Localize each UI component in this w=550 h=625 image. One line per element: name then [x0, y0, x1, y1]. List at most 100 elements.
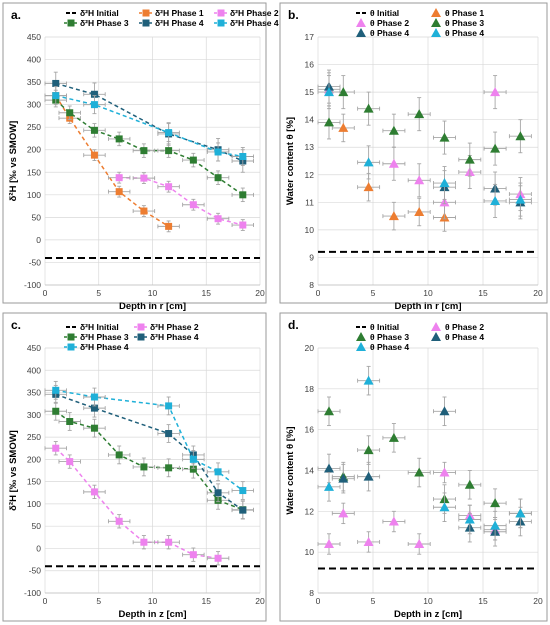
data-point — [363, 375, 374, 385]
data-point — [90, 393, 98, 401]
legend-swatch — [356, 28, 366, 37]
data-point — [388, 125, 399, 135]
legend-label: θ Initial — [370, 322, 399, 332]
y-tick-label: 250 — [27, 122, 41, 132]
x-tick-label: 0 — [43, 288, 48, 298]
data-point — [90, 151, 98, 159]
panel-label: b. — [288, 8, 299, 22]
y-tick-label: 350 — [27, 77, 41, 87]
y-tick-label: 13 — [305, 142, 315, 152]
legend-label: θ Phase 2 — [370, 18, 409, 28]
x-tick-label: 10 — [423, 596, 433, 606]
data-point — [490, 520, 501, 530]
x-tick-label: 15 — [202, 288, 212, 298]
data-point — [324, 117, 334, 127]
legend-entry: θ Phase 4 — [356, 342, 409, 352]
x-tick-label: 10 — [148, 596, 158, 606]
y-tick-label: 8 — [309, 588, 314, 598]
data-point — [115, 188, 123, 196]
y-tick-label: 12 — [305, 170, 315, 180]
data-point — [165, 464, 173, 472]
y-tick-label: 10 — [305, 547, 315, 557]
x-tick-label: 10 — [423, 288, 433, 298]
x-tick-label: 15 — [478, 596, 488, 606]
y-tick-label: 14 — [305, 466, 315, 476]
legend-swatch — [67, 343, 75, 351]
data-point — [338, 508, 349, 518]
data-point — [165, 147, 173, 155]
data-point — [165, 183, 173, 191]
data-point — [90, 126, 98, 134]
legend-entry: δ²H Initial — [66, 8, 119, 18]
x-tick-label: 5 — [96, 288, 101, 298]
x-tick-label: 20 — [255, 288, 265, 298]
legend-label: δ²H Phase 3 — [80, 18, 129, 28]
y-tick-label: 100 — [27, 499, 41, 509]
data-point — [414, 467, 425, 477]
data-point — [439, 178, 450, 188]
y-tick-label: 11 — [305, 197, 314, 207]
data-point — [115, 517, 123, 525]
legend-entry: δ²H Phase 4 — [134, 332, 199, 342]
data-point — [414, 539, 425, 548]
data-point — [140, 174, 148, 182]
legend-entry: δ²H Phase 3 — [64, 332, 129, 342]
data-point — [388, 211, 399, 221]
x-axis-title: Depth in z [cm] — [118, 609, 186, 620]
legend-entry: θ Initial — [356, 322, 399, 332]
x-tick-label: 0 — [316, 288, 321, 298]
data-point — [115, 135, 123, 143]
data-point — [140, 538, 148, 546]
data-point — [52, 444, 60, 452]
data-point — [214, 468, 222, 476]
data-point — [324, 481, 334, 491]
series-line — [55, 99, 244, 196]
data-point — [490, 498, 501, 508]
y-tick-label: 12 — [305, 506, 315, 516]
y-tick-label: 9 — [309, 252, 314, 262]
y-tick-label: 0 — [36, 543, 41, 553]
data-point — [239, 191, 247, 199]
legend-entry: θ Phase 4 — [431, 28, 484, 38]
x-axis-title: Depth in r [cm] — [119, 301, 186, 312]
data-point — [363, 157, 374, 167]
legend-label: δ²H Phase 4 — [155, 18, 204, 28]
x-tick-label: 5 — [371, 596, 376, 606]
legend-entry: θ Phase 3 — [356, 332, 409, 342]
y-tick-label: 450 — [27, 343, 41, 353]
y-axis-title: Water content θ [%] — [285, 426, 296, 514]
x-tick-label: 0 — [43, 596, 48, 606]
x-tick-label: 15 — [478, 288, 488, 298]
data-point — [165, 222, 173, 230]
data-point — [189, 156, 197, 164]
series-line — [119, 176, 243, 226]
y-tick-label: 0 — [36, 235, 41, 245]
legend-entry: δ²H Phase 4 — [139, 18, 204, 28]
data-point — [90, 101, 98, 109]
y-tick-label: 20 — [305, 343, 315, 353]
data-point — [90, 404, 98, 412]
legend-swatch — [142, 9, 150, 17]
data-point — [464, 154, 475, 164]
y-tick-label: -100 — [24, 588, 41, 598]
series-4 — [317, 75, 532, 218]
data-point — [338, 122, 349, 132]
y-axis-title: δ²H [‰ vs SMOW] — [8, 121, 19, 202]
data-point — [239, 152, 247, 160]
data-point — [239, 221, 247, 229]
legend-entry: δ²H Phase 1 — [139, 8, 204, 18]
data-point — [140, 207, 148, 215]
x-axis-title: Depth in r [cm] — [394, 301, 461, 312]
legend-label: θ Initial — [370, 8, 399, 18]
y-tick-label: 400 — [27, 55, 41, 65]
data-point — [324, 539, 334, 548]
y-tick-label: 250 — [27, 432, 41, 442]
panel-frame — [279, 2, 548, 304]
y-tick-label: 150 — [27, 477, 41, 487]
legend-swatch — [137, 333, 145, 341]
chart-panel-1: 8 9 10 11 12 13 14 15 16 17 0 5 10 15 20 Depth in r [cm… — [279, 2, 548, 312]
